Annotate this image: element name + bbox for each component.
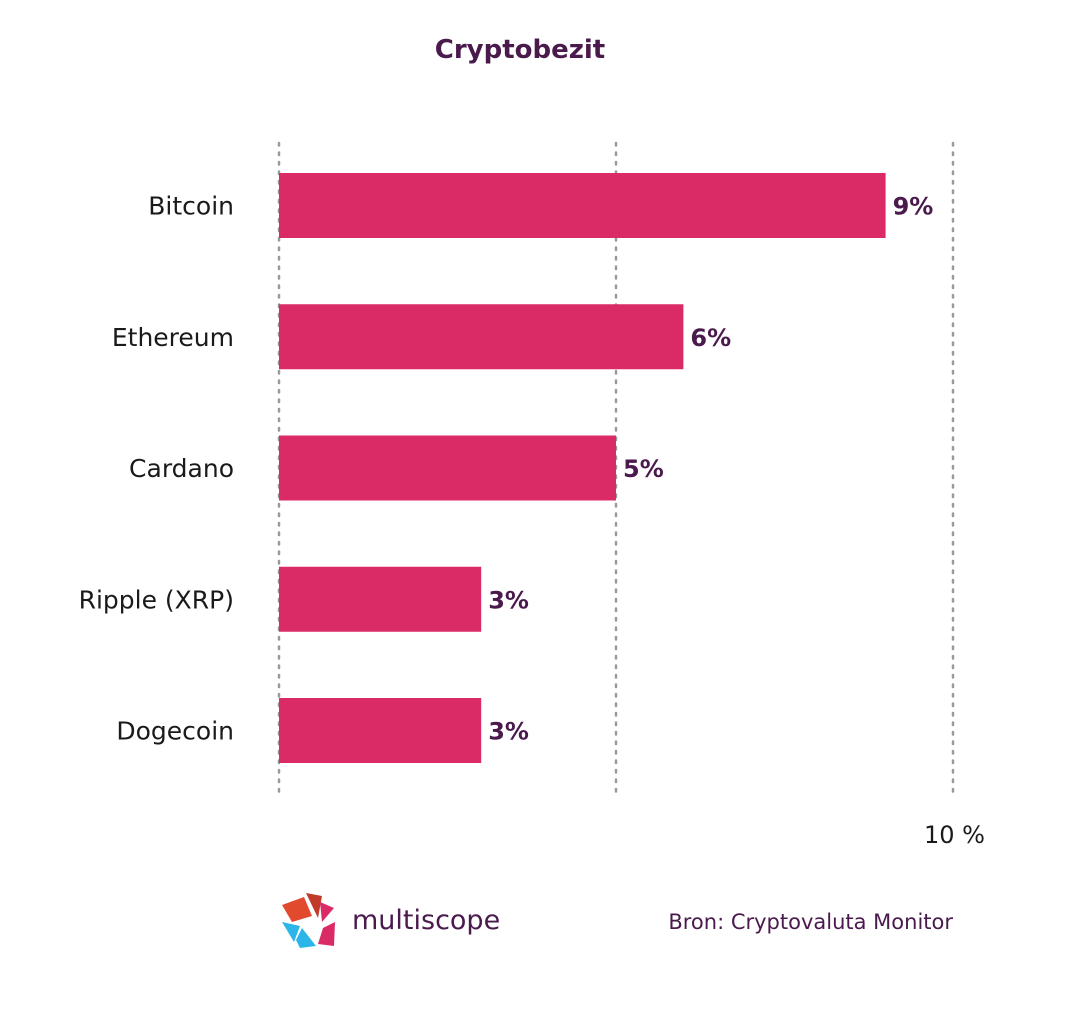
- x-axis-tick-label: 10 %: [924, 821, 985, 849]
- category-label: Ethereum: [112, 323, 234, 352]
- multiscope-logo-icon: [282, 893, 335, 948]
- bar-bitcoin: [279, 173, 886, 238]
- value-label: 3%: [488, 718, 529, 746]
- category-label: Bitcoin: [148, 192, 234, 221]
- value-label: 9%: [893, 193, 934, 221]
- bars: [279, 173, 886, 763]
- bar-dogecoin: [279, 698, 482, 763]
- bar-ethereum: [279, 304, 684, 370]
- chart-title: Cryptobezit: [435, 35, 605, 65]
- multiscope-logo: multiscope: [282, 893, 500, 948]
- category-labels: Bitcoin Ethereum Cardano Ripple (XRP) Dogeco…: [79, 192, 234, 746]
- bar-cardano: [279, 435, 616, 501]
- logo-text: multiscope: [352, 905, 500, 936]
- category-label: Dogecoin: [116, 717, 234, 746]
- bar-ripple-xrp: [279, 566, 482, 632]
- grid-lines: [277, 141, 955, 799]
- value-label: 5%: [623, 455, 664, 483]
- value-label: 3%: [488, 586, 529, 614]
- category-label: Cardano: [129, 454, 234, 483]
- category-label: Ripple (XRP): [79, 585, 234, 614]
- source-note: Bron: Cryptovaluta Monitor: [668, 910, 953, 934]
- value-label: 6%: [690, 324, 731, 352]
- value-labels: 9% 6% 5% 3% 3%: [488, 193, 933, 746]
